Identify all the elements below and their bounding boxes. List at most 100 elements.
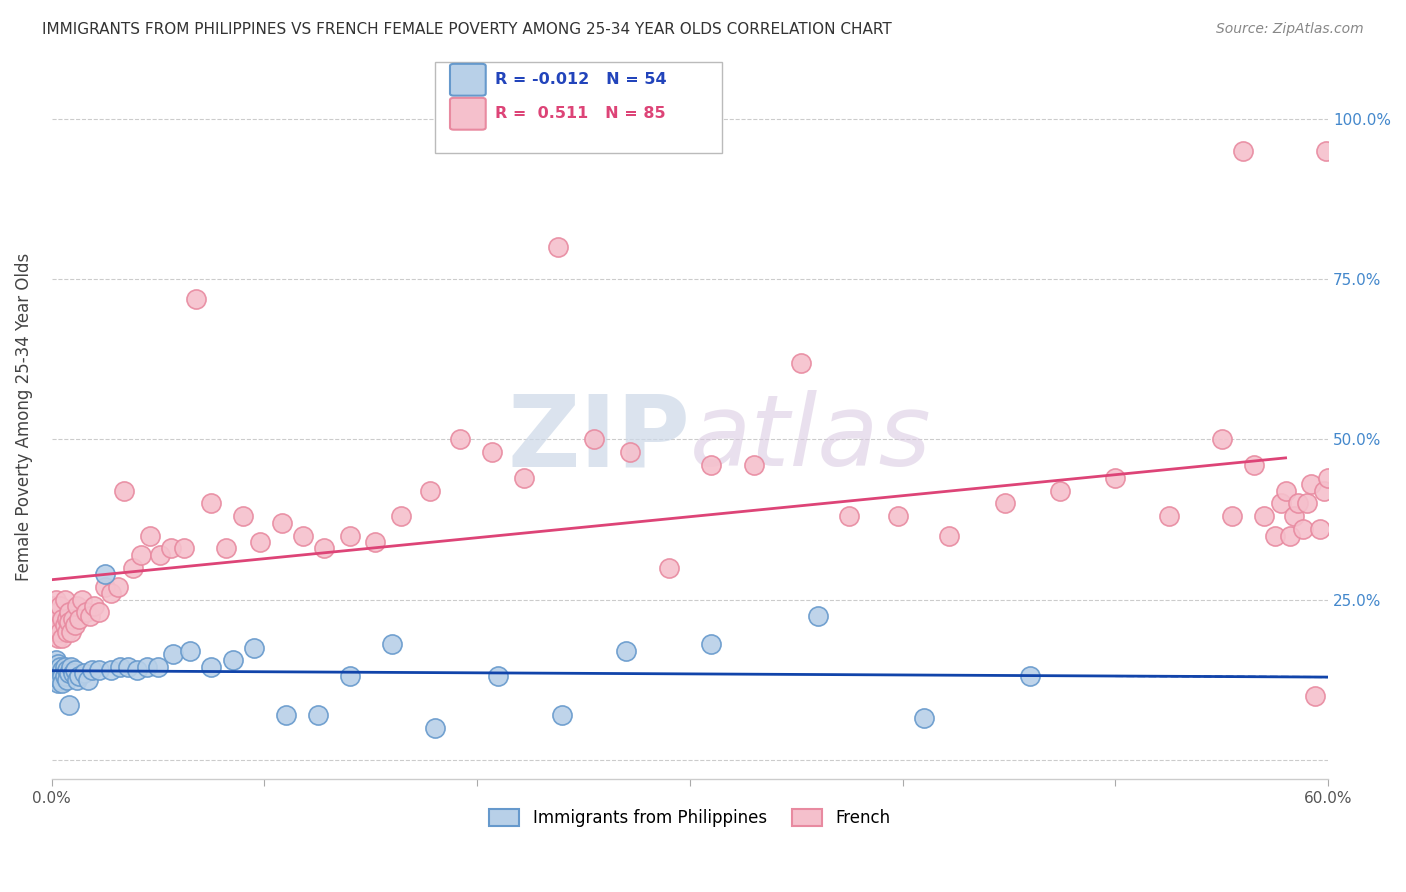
Point [83, 599, 105, 613]
Point [55, 624, 77, 639]
Point [70, 592, 93, 607]
Point [46, 663, 69, 677]
Point [243, 640, 266, 655]
Point [994, 496, 1017, 510]
FancyBboxPatch shape [434, 62, 721, 153]
Point [42, 666, 65, 681]
Point [121, 560, 143, 574]
Text: atlas: atlas [690, 390, 932, 487]
Point [63, 663, 86, 677]
Point [67, 669, 90, 683]
Point [215, 541, 238, 556]
Point [45, 624, 67, 639]
Legend: Immigrants from Philippines, French: Immigrants from Philippines, French [481, 801, 898, 836]
Point [49, 673, 72, 687]
Point [62, 612, 84, 626]
Point [51, 663, 73, 677]
Point [75, 606, 97, 620]
Point [200, 496, 222, 510]
Point [146, 660, 169, 674]
Point [107, 580, 129, 594]
Text: R =  0.511   N = 85: R = 0.511 N = 85 [495, 106, 665, 121]
Point [186, 292, 208, 306]
Point [270, 516, 292, 530]
Point [136, 660, 159, 674]
Point [742, 458, 765, 472]
Point [1264, 528, 1286, 542]
Point [1309, 522, 1331, 536]
Text: R = -0.012   N = 54: R = -0.012 N = 54 [495, 72, 666, 87]
Point [583, 433, 606, 447]
Point [87, 606, 110, 620]
Point [45, 669, 67, 683]
FancyBboxPatch shape [450, 64, 485, 95]
Point [42, 599, 65, 613]
Point [45, 653, 67, 667]
Point [449, 433, 471, 447]
Point [1282, 509, 1305, 524]
Point [82, 663, 104, 677]
Point [339, 528, 361, 542]
Point [58, 615, 80, 629]
Point [619, 445, 641, 459]
Point [42, 612, 65, 626]
Point [232, 509, 254, 524]
Point [1019, 669, 1042, 683]
Point [249, 535, 271, 549]
Point [149, 548, 172, 562]
Point [700, 637, 723, 651]
Point [94, 580, 117, 594]
Point [58, 698, 80, 713]
Point [58, 666, 80, 681]
Point [53, 592, 76, 607]
Point [1232, 145, 1254, 159]
Point [53, 618, 76, 632]
Point [77, 673, 100, 687]
Point [274, 707, 297, 722]
Point [1291, 522, 1313, 536]
Point [419, 483, 441, 498]
Point [481, 445, 503, 459]
Point [108, 660, 131, 674]
Point [46, 631, 69, 645]
Point [53, 660, 76, 674]
Point [46, 676, 69, 690]
Point [55, 612, 77, 626]
Point [200, 660, 222, 674]
Point [45, 592, 67, 607]
Point [1157, 509, 1180, 524]
Point [51, 631, 73, 645]
Text: Source: ZipAtlas.com: Source: ZipAtlas.com [1216, 22, 1364, 37]
Point [789, 355, 811, 369]
Point [1278, 528, 1301, 542]
Y-axis label: Female Poverty Among 25-34 Year Olds: Female Poverty Among 25-34 Year Olds [15, 253, 32, 582]
Point [1222, 509, 1244, 524]
Point [1270, 496, 1292, 510]
FancyBboxPatch shape [450, 98, 485, 129]
Point [51, 676, 73, 690]
Point [1211, 433, 1233, 447]
Point [129, 548, 152, 562]
Point [46, 657, 69, 671]
Point [221, 653, 243, 667]
Point [1049, 483, 1071, 498]
Point [912, 711, 935, 725]
Point [62, 666, 84, 681]
Point [53, 669, 76, 683]
Point [45, 673, 67, 687]
Point [59, 624, 82, 639]
Point [1274, 483, 1296, 498]
Point [887, 509, 910, 524]
Point [46, 606, 69, 620]
Point [100, 663, 122, 677]
Point [42, 660, 65, 674]
Point [87, 663, 110, 677]
Point [339, 669, 361, 683]
Point [389, 509, 412, 524]
Point [59, 660, 82, 674]
Point [49, 624, 72, 639]
Point [551, 707, 574, 722]
Point [312, 541, 335, 556]
Point [117, 660, 139, 674]
Point [58, 606, 80, 620]
